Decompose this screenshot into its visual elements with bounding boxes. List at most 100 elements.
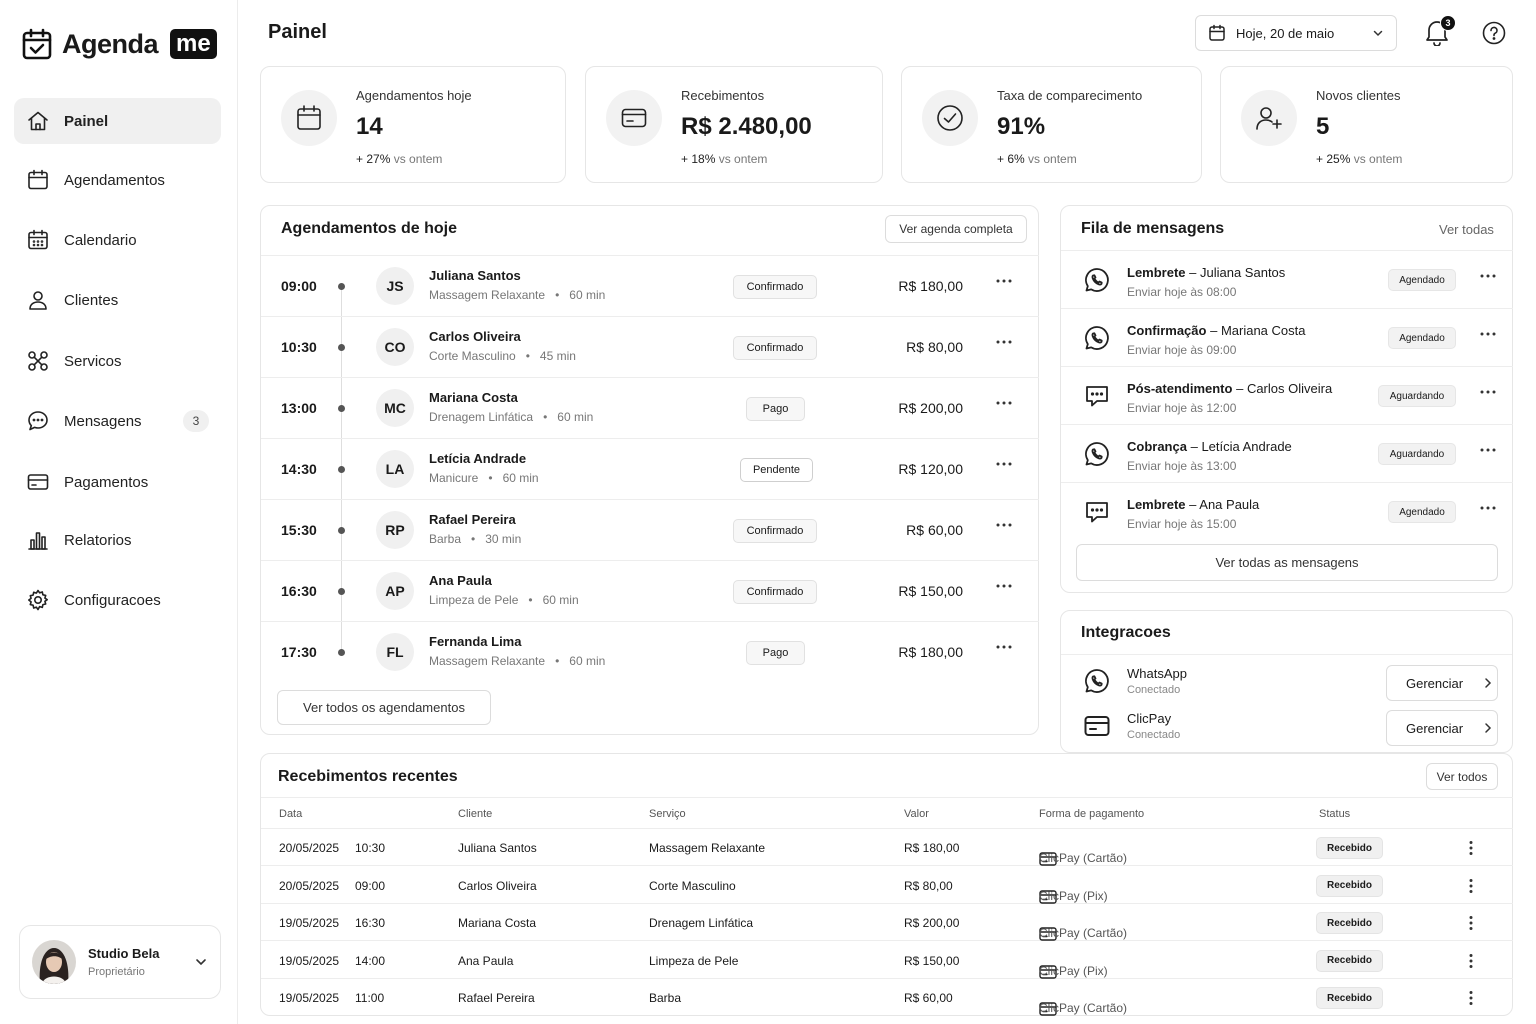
receipts-title: Recebimentos recentes xyxy=(278,768,458,785)
appointment-row[interactable]: 17:30 FL Fernanda Lima Massagem Relaxant… xyxy=(261,621,1039,682)
more-vertical-icon[interactable] xyxy=(1468,878,1474,894)
message-row[interactable]: Confirmação – Mariana Costa Enviar hoje … xyxy=(1061,308,1513,366)
table-row[interactable]: 19/05/2025 14:00 Ana Paula Limpeza de Pe… xyxy=(261,942,1513,979)
client-avatar: FL xyxy=(376,633,414,671)
message-client: Juliana Santos xyxy=(1200,265,1286,280)
stat-change-sub: vs ontem xyxy=(1028,152,1077,166)
message-row[interactable]: Cobrança – Letícia Andrade Enviar hoje à… xyxy=(1061,424,1513,482)
message-client: Ana Paula xyxy=(1199,497,1260,512)
service-duration: 60 min xyxy=(542,593,579,607)
integration-status: Conectado xyxy=(1127,729,1181,741)
appointment-row[interactable]: 14:30 LA Letícia Andrade Manicure • 60 m… xyxy=(261,438,1039,499)
client-avatar: AP xyxy=(376,572,414,610)
more-horizontal-icon[interactable] xyxy=(1479,389,1497,395)
appointment-row[interactable]: 09:00 JS Juliana Santos Massagem Relaxan… xyxy=(261,255,1039,316)
appointment-row[interactable]: 15:30 RP Rafael Pereira Barba • 30 min C… xyxy=(261,499,1039,560)
sidebar-item-agendamentos[interactable]: Agendamentos xyxy=(14,157,221,203)
table-row[interactable]: 19/05/2025 11:00 Rafael Pereira Barba R$… xyxy=(261,979,1513,1016)
message-title: Confirmação – Mariana Costa xyxy=(1127,323,1306,338)
more-horizontal-icon[interactable] xyxy=(995,583,1013,589)
message-icon xyxy=(26,409,50,433)
more-horizontal-icon[interactable] xyxy=(995,461,1013,467)
manage-integration-button[interactable]: Gerenciar xyxy=(1386,665,1498,701)
more-vertical-icon[interactable] xyxy=(1468,915,1474,931)
message-status-badge: Agendado xyxy=(1388,327,1456,349)
receipts-card: Recebimentos recentes Ver todos Data Clie… xyxy=(260,753,1513,1016)
view-all-appointments-button[interactable]: Ver todos os agendamentos xyxy=(277,690,491,725)
sidebar-item-configuracoes[interactable]: Configuracoes xyxy=(14,577,221,623)
home-icon xyxy=(26,109,50,133)
integration-status: Conectado xyxy=(1127,684,1181,696)
sidebar-item-calendario[interactable]: Calendario xyxy=(14,217,221,263)
sidebar-item-servicos[interactable]: Servicos xyxy=(14,338,221,384)
credit-card-icon xyxy=(1039,889,1057,905)
view-all-receipts-button[interactable]: Ver todos xyxy=(1426,763,1498,790)
appointment-time: 17:30 xyxy=(281,644,317,660)
column-header: Status xyxy=(1319,808,1351,820)
notifications-button[interactable]: 3 xyxy=(1424,15,1456,46)
appointment-service: Limpeza de Pele • 60 min xyxy=(429,593,579,607)
date-select[interactable]: Hoje, 20 de maio xyxy=(1195,15,1397,51)
sidebar-item-clientes[interactable]: Clientes xyxy=(14,277,221,323)
whatsapp-icon xyxy=(1083,440,1111,468)
receipt-value: R$ 200,00 xyxy=(904,916,960,930)
view-full-agenda-button[interactable]: Ver agenda completa xyxy=(885,215,1027,243)
appointment-row[interactable]: 10:30 CO Carlos Oliveira Corte Masculino… xyxy=(261,316,1039,377)
logo-badge: me xyxy=(170,29,217,59)
receipt-status-badge: Recebido xyxy=(1316,837,1384,859)
service-duration: 45 min xyxy=(539,349,576,363)
stat-change-value: + 6% xyxy=(997,152,1025,166)
column-header: Serviço xyxy=(649,808,686,820)
appointment-row[interactable]: 16:30 AP Ana Paula Limpeza de Pele • 60 … xyxy=(261,560,1039,621)
receipt-value: R$ 80,00 xyxy=(904,878,953,893)
more-horizontal-icon[interactable] xyxy=(1479,331,1497,337)
more-horizontal-icon[interactable] xyxy=(995,400,1013,406)
sidebar-item-mensagens[interactable]: Mensagens 3 xyxy=(14,398,221,444)
service-name: Barba xyxy=(429,532,462,546)
more-horizontal-icon[interactable] xyxy=(1479,505,1497,511)
appointment-service: Barba • 30 min xyxy=(429,532,522,546)
status-badge: Pago xyxy=(746,397,805,421)
more-horizontal-icon[interactable] xyxy=(995,644,1013,650)
appointment-time: 09:00 xyxy=(281,278,317,294)
stat-label: Recebimentos xyxy=(681,88,765,103)
appointment-row[interactable]: 13:00 MC Mariana Costa Drenagem Linfátic… xyxy=(261,377,1039,438)
message-row[interactable]: Lembrete – Ana Paula Enviar hoje às 15:0… xyxy=(1061,482,1513,540)
table-row[interactable]: 20/05/2025 10:30 Juliana Santos Massagem… xyxy=(261,829,1513,866)
more-vertical-icon[interactable] xyxy=(1468,953,1474,969)
credit-card-icon xyxy=(1039,964,1057,980)
app-logo[interactable]: Agenda me xyxy=(22,28,217,60)
sidebar-item-painel[interactable]: Painel xyxy=(14,98,221,144)
more-vertical-icon[interactable] xyxy=(1468,840,1474,856)
calendar-icon xyxy=(1208,24,1226,42)
sidebar-item-pagamentos[interactable]: Pagamentos xyxy=(14,459,221,505)
service-name: Massagem Relaxante xyxy=(429,288,546,302)
table-row[interactable]: 20/05/2025 09:00 Carlos Oliveira Corte M… xyxy=(261,867,1513,904)
more-horizontal-icon[interactable] xyxy=(1479,273,1497,279)
credit-card-icon xyxy=(1039,926,1057,942)
more-horizontal-icon[interactable] xyxy=(995,278,1013,284)
profile-switcher[interactable]: Studio Bela Proprietário xyxy=(19,925,221,999)
view-all-messages-link[interactable]: Ver todas xyxy=(1439,222,1494,237)
more-vertical-icon[interactable] xyxy=(1468,990,1474,1006)
view-all-messages-button[interactable]: Ver todas as mensagens xyxy=(1076,544,1498,581)
message-title: Pós-atendimento – Carlos Oliveira xyxy=(1127,381,1333,396)
receipt-date: 19/05/2025 xyxy=(279,953,340,968)
help-button[interactable] xyxy=(1482,21,1506,45)
sidebar-item-relatorios[interactable]: Relatorios xyxy=(14,517,221,563)
manage-integration-button[interactable]: Gerenciar xyxy=(1386,710,1498,746)
message-row[interactable]: Lembrete – Juliana Santos Enviar hoje às… xyxy=(1061,250,1513,308)
more-horizontal-icon[interactable] xyxy=(1479,447,1497,453)
message-row[interactable]: Pós-atendimento – Carlos Oliveira Enviar… xyxy=(1061,366,1513,424)
avatar xyxy=(32,940,76,984)
more-horizontal-icon[interactable] xyxy=(995,339,1013,345)
sidebar-item-label: Mensagens xyxy=(64,412,142,430)
stat-value: R$ 2.480,00 xyxy=(681,113,812,140)
appointments-card: Agendamentos de hoje Ver agenda completa… xyxy=(260,205,1039,735)
receipt-service: Barba xyxy=(649,991,682,1005)
receipt-date: 19/05/2025 xyxy=(279,916,340,930)
notification-badge: 3 xyxy=(1440,15,1456,31)
table-row[interactable]: 19/05/2025 16:30 Mariana Costa Drenagem … xyxy=(261,904,1513,941)
more-horizontal-icon[interactable] xyxy=(995,522,1013,528)
message-schedule: Enviar hoje às 15:00 xyxy=(1127,517,1237,531)
